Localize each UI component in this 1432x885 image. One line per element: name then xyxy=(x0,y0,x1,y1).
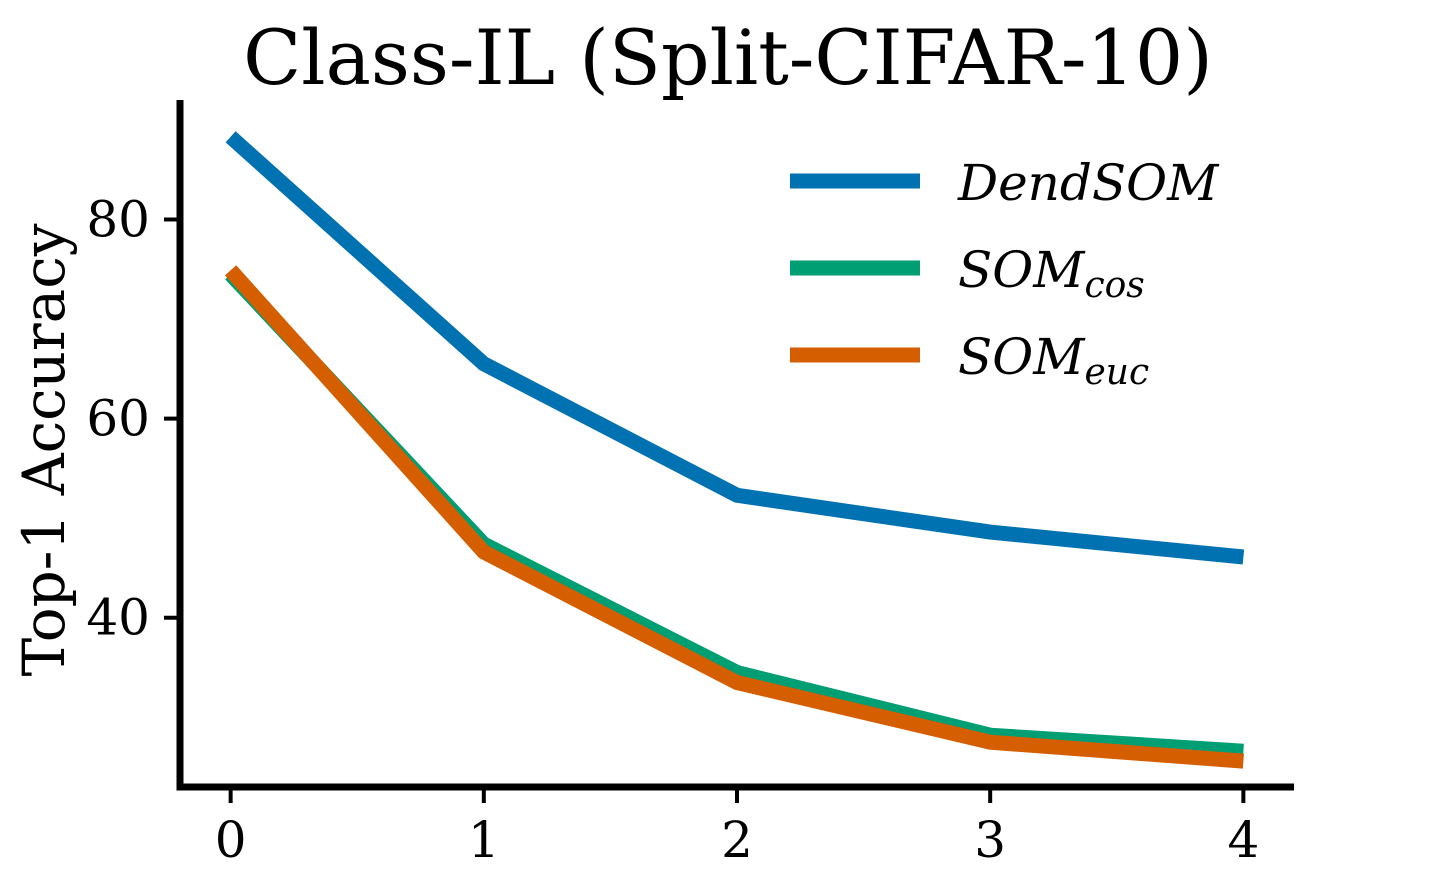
y-axis-label: Top-1 Accuracy xyxy=(10,223,78,676)
x-tick-label: 2 xyxy=(721,811,753,869)
x-tick-label: 1 xyxy=(468,811,500,869)
chart-title: Class-IL (Split-CIFAR-10) xyxy=(243,13,1213,102)
legend-label-2: SOMeuc xyxy=(958,328,1149,393)
x-ticks: 0 1 2 3 4 xyxy=(215,790,1259,869)
y-tick-label: 40 xyxy=(86,589,150,647)
series-line-0 xyxy=(225,131,1245,565)
x-tick-label: 4 xyxy=(1227,811,1259,869)
y-ticks: 40 60 80 xyxy=(86,190,177,647)
x-tick-label: 3 xyxy=(974,811,1006,869)
plot-lines xyxy=(225,131,1245,769)
series-line-2 xyxy=(225,265,1244,769)
y-tick-label: 60 xyxy=(86,390,150,448)
y-tick-label: 80 xyxy=(86,190,150,248)
legend-label-0: DendSOM xyxy=(957,154,1220,212)
x-tick-label: 0 xyxy=(215,811,247,869)
legend-label-1: SOMcos xyxy=(958,241,1145,306)
legend: DendSOM SOMcos SOMeuc xyxy=(790,154,1220,393)
